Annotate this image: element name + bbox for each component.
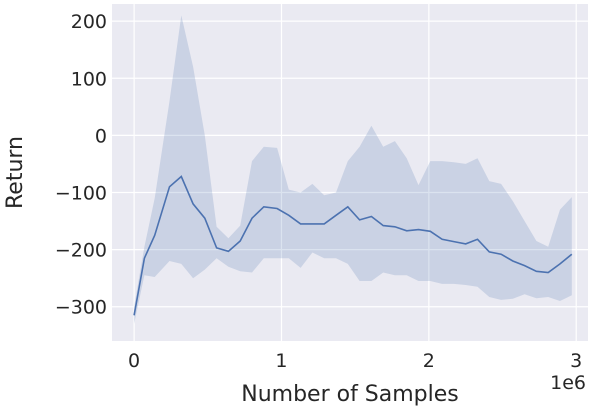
x-tick-label: 2 xyxy=(423,350,435,372)
x-tick-label: 1 xyxy=(275,350,287,372)
y-tick-label: 100 xyxy=(71,68,107,90)
y-tick-labels: −300 −200 −100 0 100 200 xyxy=(55,11,107,319)
y-tick-label: −100 xyxy=(55,182,107,204)
y-tick-label: 200 xyxy=(71,11,107,33)
x-tick-label: 0 xyxy=(128,350,140,372)
grid-lines xyxy=(112,4,588,341)
y-axis-label: Return xyxy=(3,136,28,209)
x-tick-labels: 0 1 2 3 xyxy=(128,350,582,372)
y-tick-label: 0 xyxy=(95,125,107,147)
x-tick-label: 3 xyxy=(570,350,582,372)
x-axis-offset-label: 1e6 xyxy=(550,372,586,394)
plot-area xyxy=(112,4,588,341)
mean-return-line xyxy=(133,175,573,316)
confidence-band xyxy=(134,15,572,324)
y-tick-label: −200 xyxy=(55,240,107,262)
x-axis-label: Number of Samples xyxy=(241,382,459,407)
y-tick-label: −300 xyxy=(55,297,107,319)
